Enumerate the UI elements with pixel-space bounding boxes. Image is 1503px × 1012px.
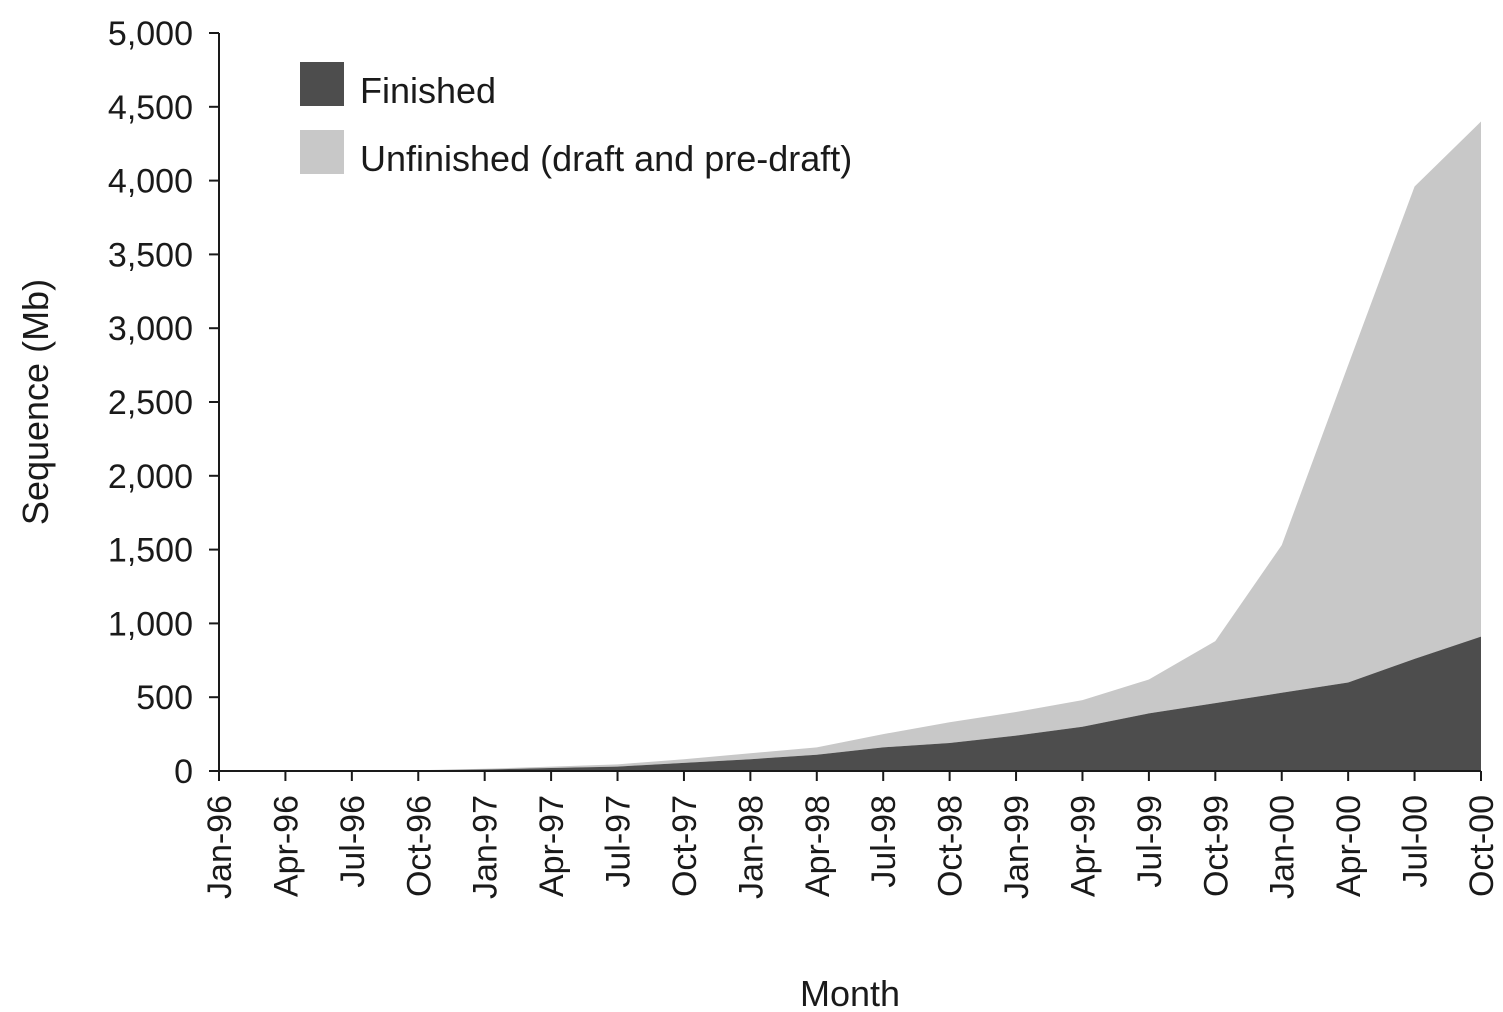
x-tick-label: Oct-98	[932, 795, 970, 897]
x-tick-label: Jan-96	[201, 795, 239, 899]
y-tick-label: 3,000	[108, 310, 193, 348]
x-tick-label: Jan-99	[998, 795, 1036, 899]
x-tick-label: Jan-97	[467, 795, 505, 899]
x-tick-label: Jul-98	[865, 795, 903, 888]
axis-titles: Month Sequence (Mb)	[15, 279, 900, 1012]
x-tick-label: Jan-00	[1264, 795, 1302, 899]
x-tick-label: Apr-97	[533, 795, 571, 897]
legend-swatch-unfinished	[300, 130, 344, 174]
y-tick-label: 3,500	[108, 236, 193, 274]
x-tick-label: Jan-98	[732, 795, 770, 899]
x-tick-label: Jul-99	[1131, 795, 1169, 888]
y-axis-title: Sequence (Mb)	[15, 279, 56, 525]
x-tick-label: Oct-97	[666, 795, 704, 897]
area-series-unfinished	[219, 121, 1481, 771]
y-tick-label: 4,000	[108, 163, 193, 201]
x-tick-label: Oct-96	[400, 795, 438, 897]
x-tick-label: Apr-96	[267, 795, 305, 897]
legend-label-finished: Finished	[360, 70, 496, 111]
y-tick-label: 500	[136, 679, 193, 717]
x-tick-label: Oct-00	[1463, 795, 1501, 897]
x-tick-label: Jul-97	[600, 795, 638, 888]
y-tick-label: 1,000	[108, 605, 193, 643]
axes-group: 0 500 1,000 1,500 2,000 2,500 3,000 3,500 4,000 4…	[108, 15, 1501, 899]
legend: Finished Unfinished (draft and pre-draft)	[300, 62, 852, 179]
x-axis-title: Month	[800, 973, 900, 1012]
legend-swatch-finished	[300, 62, 344, 106]
area-series-finished	[219, 636, 1481, 771]
x-tick-label: Apr-98	[799, 795, 837, 897]
legend-label-unfinished: Unfinished (draft and pre-draft)	[360, 138, 852, 179]
x-tick-label: Oct-99	[1197, 795, 1235, 897]
y-tick-label: 2,000	[108, 458, 193, 496]
y-tick-label: 5,000	[108, 15, 193, 53]
y-tick-label: 0	[174, 753, 193, 791]
x-tick-label: Jul-00	[1397, 795, 1435, 888]
x-tick-label: Apr-99	[1064, 795, 1102, 897]
x-tick-label: Jul-96	[334, 795, 372, 888]
y-tick-label: 4,500	[108, 89, 193, 127]
area-series-group	[219, 121, 1481, 771]
x-tick-label: Apr-00	[1330, 795, 1368, 897]
y-tick-label: 1,500	[108, 532, 193, 570]
y-tick-label: 2,500	[108, 384, 193, 422]
